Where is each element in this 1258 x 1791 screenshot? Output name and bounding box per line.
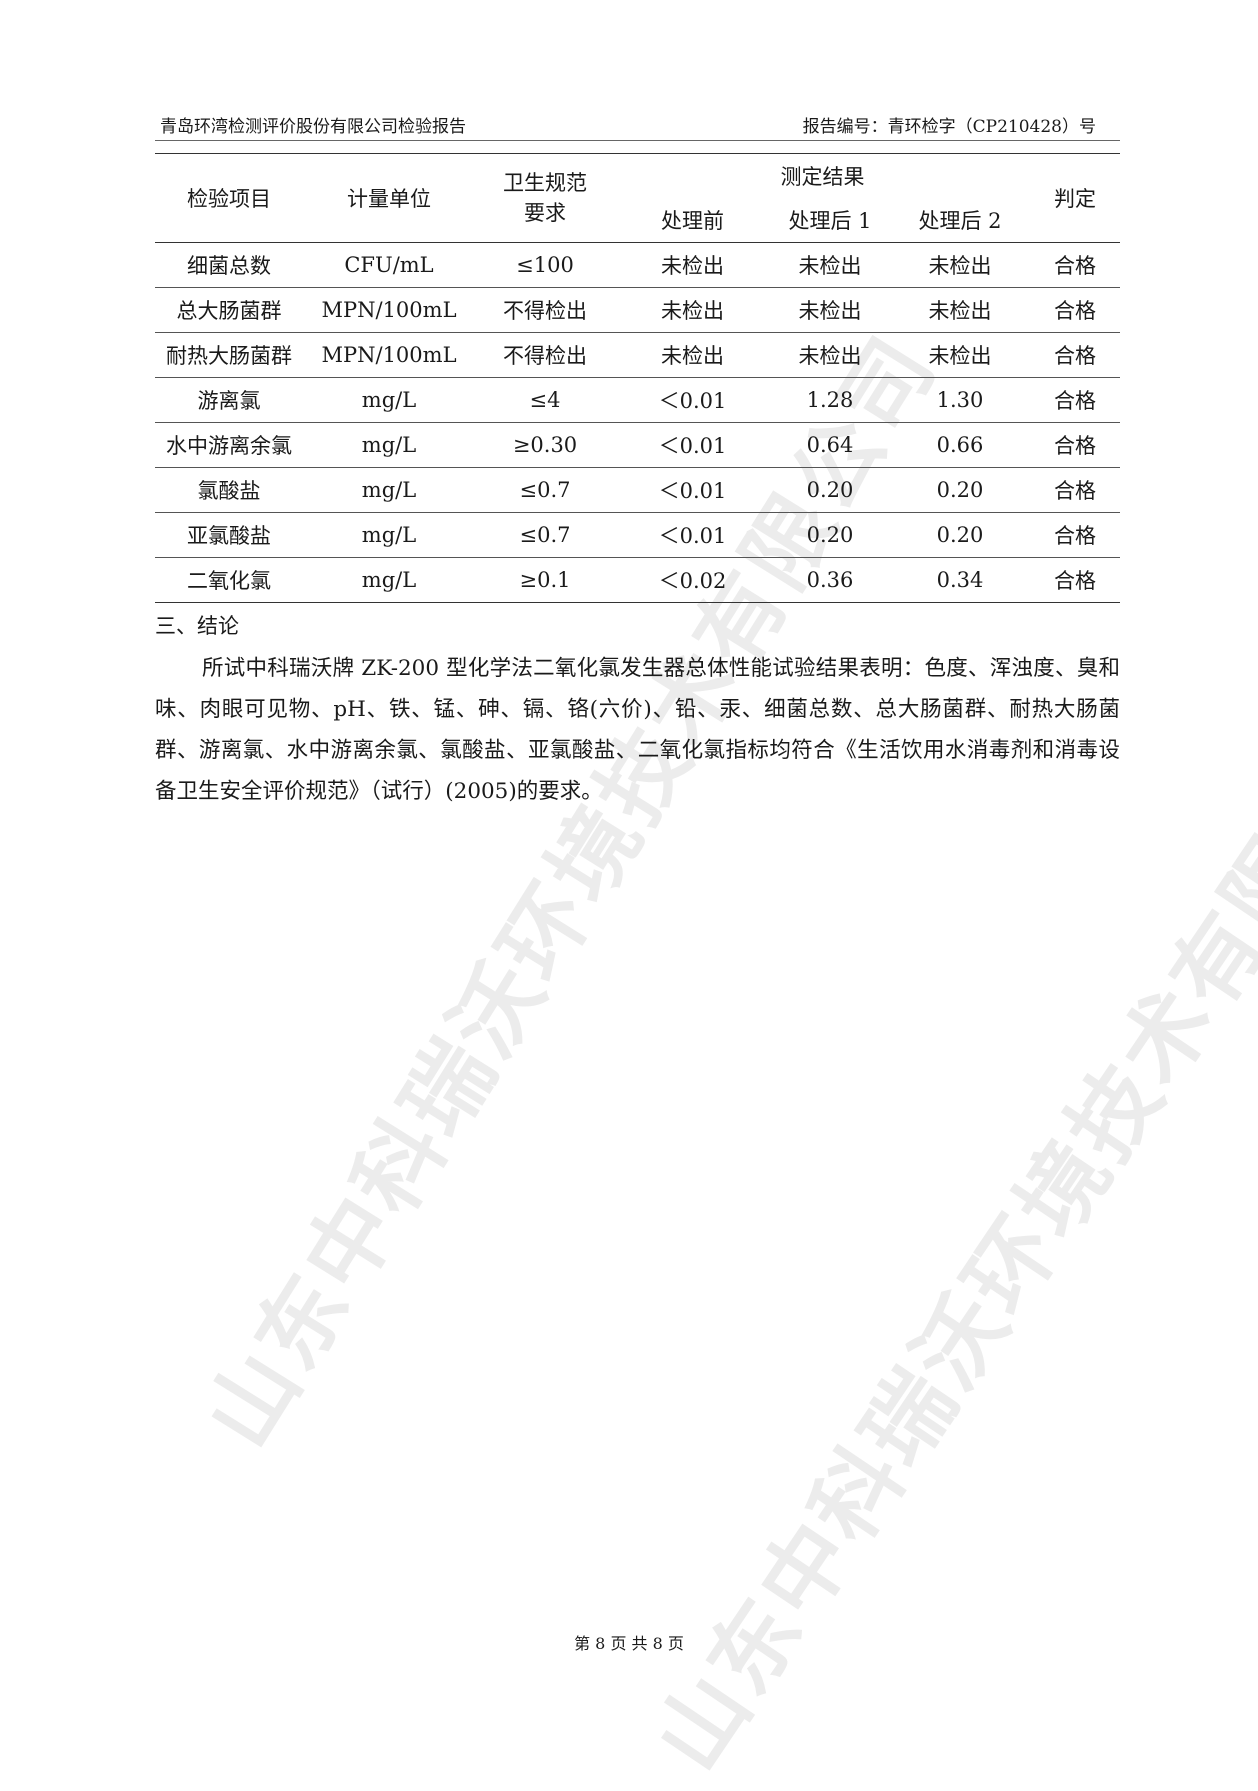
table-row: 水中游离余氯 mg/L ≥0.30 ＜0.01 0.64 0.66 合格 <box>155 422 1120 468</box>
cell-item: 亚氯酸盐 <box>155 512 303 558</box>
cell-standard: ≤4 <box>475 377 615 423</box>
cell-before: 未检出 <box>615 242 770 288</box>
cell-after1: 0.20 <box>770 467 890 513</box>
header-item: 检验项目 <box>155 153 303 243</box>
table-row: 耐热大肠菌群 MPN/100mL 不得检出 未检出 未检出 未检出 合格 <box>155 332 1120 378</box>
cell-after2: 1.30 <box>890 377 1030 423</box>
cell-unit: mg/L <box>303 377 475 423</box>
cell-after1: 0.36 <box>770 557 890 603</box>
cell-unit: mg/L <box>303 422 475 468</box>
header-unit: 计量单位 <box>303 153 475 243</box>
cell-standard: ≥0.30 <box>475 422 615 468</box>
header-after1: 处理后 1 <box>770 198 890 243</box>
cell-after2: 0.20 <box>890 467 1030 513</box>
company-header: 青岛环湾检测评价股份有限公司检验报告 <box>160 117 466 137</box>
cell-before: ＜0.01 <box>615 377 770 423</box>
report-number: 报告编号：青环检字（CP210428）号 <box>802 117 1096 137</box>
cell-verdict: 合格 <box>1030 332 1120 378</box>
cell-item: 总大肠菌群 <box>155 287 303 333</box>
cell-after1: 未检出 <box>770 242 890 288</box>
header-before: 处理前 <box>615 198 770 243</box>
cell-standard: ≤0.7 <box>475 467 615 513</box>
cell-unit: mg/L <box>303 557 475 603</box>
cell-standard: ≤0.7 <box>475 512 615 558</box>
cell-verdict: 合格 <box>1030 242 1120 288</box>
watermark: 山东中科瑞沃环境技术有限公司 <box>635 662 1258 1789</box>
cell-verdict: 合格 <box>1030 467 1120 513</box>
conclusion-title: 三、结论 <box>155 614 239 638</box>
table-row: 亚氯酸盐 mg/L ≤0.7 ＜0.01 0.20 0.20 合格 <box>155 512 1120 558</box>
header-divider <box>155 140 1120 141</box>
table-row: 二氧化氯 mg/L ≥0.1 ＜0.02 0.36 0.34 合格 <box>155 557 1120 603</box>
cell-before: ＜0.02 <box>615 557 770 603</box>
cell-after2: 未检出 <box>890 332 1030 378</box>
cell-after2: 0.34 <box>890 557 1030 603</box>
header-result-group: 测定结果 <box>780 165 865 189</box>
cell-unit: MPN/100mL <box>303 332 475 378</box>
cell-standard: ≤100 <box>475 242 615 288</box>
cell-item: 耐热大肠菌群 <box>155 332 303 378</box>
cell-verdict: 合格 <box>1030 377 1120 423</box>
cell-after2: 未检出 <box>890 242 1030 288</box>
cell-before: ＜0.01 <box>615 467 770 513</box>
cell-item: 细菌总数 <box>155 242 303 288</box>
cell-verdict: 合格 <box>1030 287 1120 333</box>
cell-unit: mg/L <box>303 512 475 558</box>
header-standard: 卫生规范要求 <box>475 153 615 243</box>
cell-after1: 未检出 <box>770 332 890 378</box>
table-row: 游离氯 mg/L ≤4 ＜0.01 1.28 1.30 合格 <box>155 377 1120 423</box>
cell-verdict: 合格 <box>1030 557 1120 603</box>
conclusion-text: 所试中科瑞沃牌 ZK-200 型化学法二氧化氯发生器总体性能试验结果表明：色度、… <box>155 656 1120 804</box>
cell-standard: 不得检出 <box>475 332 615 378</box>
results-table: 检验项目 计量单位 卫生规范要求 测定结果 判定 处理前 处理后 1 处理后 2… <box>155 153 1120 603</box>
table-row: 总大肠菌群 MPN/100mL 不得检出 未检出 未检出 未检出 合格 <box>155 287 1120 333</box>
cell-item: 氯酸盐 <box>155 467 303 513</box>
cell-verdict: 合格 <box>1030 512 1120 558</box>
cell-after2: 0.66 <box>890 422 1030 468</box>
cell-verdict: 合格 <box>1030 422 1120 468</box>
cell-after2: 未检出 <box>890 287 1030 333</box>
cell-unit: CFU/mL <box>303 242 475 288</box>
cell-after1: 未检出 <box>770 287 890 333</box>
cell-after1: 0.20 <box>770 512 890 558</box>
cell-before: 未检出 <box>615 332 770 378</box>
cell-item: 二氧化氯 <box>155 557 303 603</box>
cell-after1: 0.64 <box>770 422 890 468</box>
cell-item: 游离氯 <box>155 377 303 423</box>
table-row: 氯酸盐 mg/L ≤0.7 ＜0.01 0.20 0.20 合格 <box>155 467 1120 513</box>
page-number: 第 8 页 共 8 页 <box>574 1634 684 1653</box>
cell-standard: ≥0.1 <box>475 557 615 603</box>
header-after2: 处理后 2 <box>890 198 1030 243</box>
cell-after2: 0.20 <box>890 512 1030 558</box>
header-verdict: 判定 <box>1030 153 1120 243</box>
cell-before: 未检出 <box>615 287 770 333</box>
cell-item: 水中游离余氯 <box>155 422 303 468</box>
cell-unit: MPN/100mL <box>303 287 475 333</box>
table-row: 细菌总数 CFU/mL ≤100 未检出 未检出 未检出 合格 <box>155 242 1120 288</box>
cell-unit: mg/L <box>303 467 475 513</box>
cell-before: ＜0.01 <box>615 422 770 468</box>
cell-standard: 不得检出 <box>475 287 615 333</box>
cell-after1: 1.28 <box>770 377 890 423</box>
cell-before: ＜0.01 <box>615 512 770 558</box>
